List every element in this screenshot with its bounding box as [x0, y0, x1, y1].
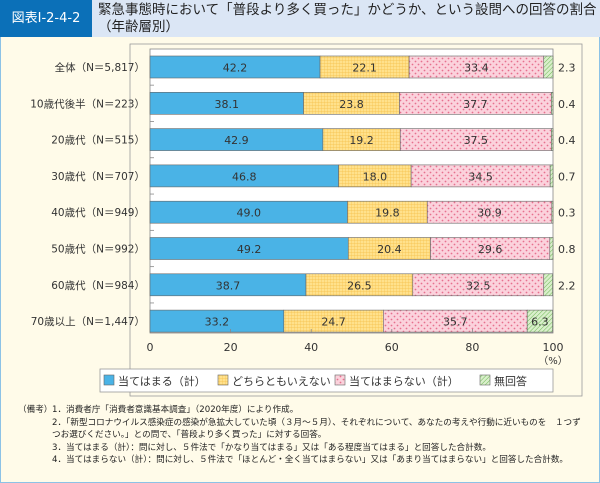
- data-label: 35.7: [443, 316, 468, 329]
- bar-segment-4: [551, 200, 554, 224]
- legend-label: 無回答: [494, 374, 527, 388]
- data-label: 49.2: [237, 243, 262, 256]
- legend-label: どちらともいえない: [232, 375, 331, 388]
- data-label: 0.4: [558, 134, 576, 147]
- data-label: 2.3: [558, 62, 576, 75]
- data-label: 33.2: [205, 316, 230, 329]
- bar-segment-4: [551, 92, 554, 115]
- category-label: 40歳代（N＝949）: [51, 207, 145, 219]
- category-label: 20歳代（N＝515）: [51, 135, 145, 147]
- data-label: 0.3: [558, 207, 576, 220]
- legend-label: 当てはまる（計）: [118, 374, 206, 388]
- legend-label: 当てはまらない（計）: [349, 374, 459, 388]
- bar-segment-4: [526, 309, 553, 333]
- data-label: 26.5: [347, 279, 372, 292]
- bar-segment-4: [543, 55, 554, 79]
- category-label: 10歳代後半（N＝223）: [30, 97, 145, 110]
- data-label: 18.0: [363, 170, 388, 183]
- legend-swatch: [103, 374, 115, 386]
- figure-label: 図表Ⅰ-2-4-2: [0, 0, 92, 37]
- data-label: 2.2: [558, 279, 576, 292]
- category-label: 60歳代（N＝984）: [51, 280, 145, 292]
- data-label: 19.8: [375, 207, 400, 220]
- note-text: 2．「新型コロナウイルス感染症の感染が急拡大していた頃（３月～５月）、それぞれに…: [52, 417, 581, 441]
- note-item: 4．当てはまらない（計）：問に対し、５件法で「ほとんど・全く当てはまらない」又は…: [18, 454, 582, 467]
- x-unit-label: （%）: [538, 355, 568, 367]
- category-label: 30歳代（N＝707）: [51, 171, 145, 183]
- note-item: （備考） 1．消費者庁「消費者意識基本調査」（2020年度）により作成。: [18, 404, 582, 417]
- note-head: （備考）: [18, 405, 53, 415]
- data-label: 42.9: [224, 134, 249, 147]
- note-text: 1．消費者庁「消費者意識基本調査」（2020年度）により作成。: [52, 405, 299, 415]
- data-label: 42.2: [223, 62, 248, 75]
- data-label: 24.7: [321, 316, 346, 329]
- note-head: [18, 442, 52, 455]
- x-tick-label: 20: [224, 341, 238, 354]
- bar-segment-4: [543, 273, 553, 297]
- data-label: 29.6: [478, 243, 503, 256]
- data-label: 0.8: [558, 243, 576, 256]
- x-tick-label: 0: [147, 341, 154, 354]
- data-label: 38.7: [216, 279, 241, 292]
- stacked-bar-chart: 全体（N＝5,817） 42.2 22.1 33.4 2.3 10歳代後半（N＝223） 3…: [30, 43, 583, 397]
- legend-swatch: [217, 374, 229, 386]
- bar-segment-4: [549, 164, 554, 188]
- bar-segment-4: [551, 128, 554, 151]
- data-label: 34.5: [468, 170, 493, 183]
- data-label: 33.4: [464, 62, 489, 75]
- bar-segment-4: [549, 237, 554, 260]
- category-label: 50歳代（N＝992）: [51, 244, 145, 256]
- note-head: [18, 417, 52, 442]
- data-label: 20.4: [377, 243, 402, 256]
- note-item: 2．「新型コロナウイルス感染症の感染が急拡大していた頃（３月～５月）、それぞれに…: [18, 417, 582, 442]
- data-label: 30.9: [477, 207, 502, 220]
- note-head: [18, 454, 52, 467]
- data-label: 32.5: [466, 279, 491, 292]
- data-label: 23.8: [339, 98, 364, 111]
- note-text: 3．当てはまる（計）：問に対し、５件法で「かなり当てはまる」又は「ある程度当ては…: [52, 442, 491, 453]
- category-label: 全体（N＝5,817）: [55, 61, 145, 74]
- data-label: 37.5: [464, 134, 489, 147]
- data-label: 0.4: [558, 98, 576, 111]
- notes: （備考） 1．消費者庁「消費者意識基本調査」（2020年度）により作成。 2．「新型…: [18, 404, 582, 467]
- figure-header: 図表Ⅰ-2-4-2 緊急事態時において「普段より多く買った」かどうか、という設問…: [0, 0, 600, 37]
- legend-swatch: [334, 374, 346, 386]
- x-tick-label: 40: [304, 341, 318, 354]
- data-label: 37.7: [463, 98, 488, 111]
- data-label: 46.8: [232, 170, 257, 183]
- data-label: 49.0: [236, 207, 261, 220]
- legend: [99, 368, 554, 393]
- category-label: 70歳以上（N＝1,447）: [31, 316, 145, 328]
- x-tick-label: 100: [543, 341, 564, 354]
- legend-swatch: [479, 374, 491, 386]
- chart-title: 緊急事態時において「普段より多く買った」かどうか、という設問への回答の割合（年齢…: [98, 2, 597, 35]
- note-text: 4．当てはまらない（計）：問に対し、５件法で「ほとんど・全く当てはまらない」又は…: [52, 455, 569, 465]
- data-label: 6.3: [531, 316, 549, 329]
- data-label: 38.1: [215, 98, 240, 111]
- x-tick-label: 60: [385, 341, 399, 354]
- data-label: 22.1: [352, 62, 377, 75]
- note-item: 3．当てはまる（計）：問に対し、５件法で「かなり当てはまる」又は「ある程度当ては…: [18, 442, 582, 455]
- data-label: 0.7: [558, 170, 576, 183]
- data-label: 19.2: [349, 134, 374, 147]
- x-tick-label: 80: [465, 341, 479, 354]
